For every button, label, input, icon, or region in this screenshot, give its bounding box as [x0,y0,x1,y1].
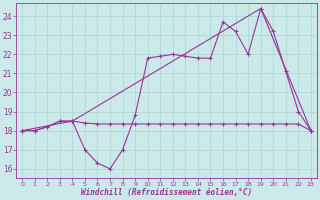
X-axis label: Windchill (Refroidissement éolien,°C): Windchill (Refroidissement éolien,°C) [81,188,252,197]
